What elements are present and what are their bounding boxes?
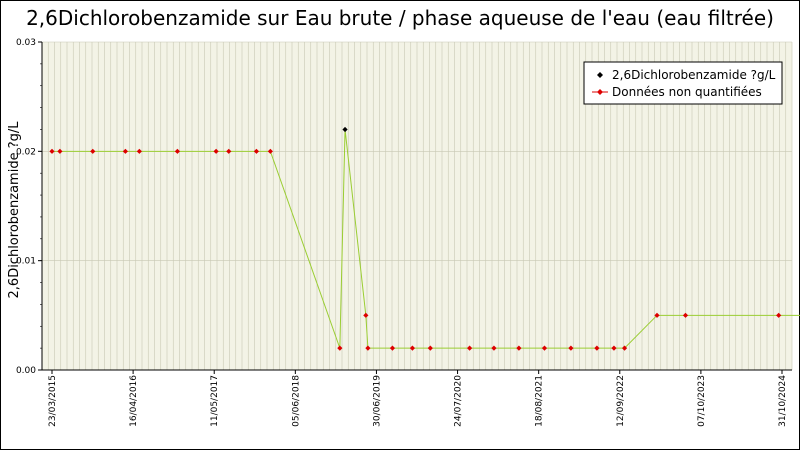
y-tick-label: 0.03 [16,38,36,48]
data-point-non-quantified [467,345,473,351]
data-point-non-quantified [594,345,600,351]
y-tick-label: 0.01 [16,257,36,267]
x-tick-label: 23/03/2015 [48,375,58,427]
data-point-non-quantified [57,148,63,154]
data-point-non-quantified [253,148,260,154]
data-point-non-quantified [611,345,617,351]
legend-label: Données non quantifiées [612,85,762,99]
y-tick-label: 0.02 [16,147,36,157]
axes [41,42,792,371]
legend-box [583,61,783,105]
x-tick-label: 30/06/2019 [372,375,382,427]
legend-items: 2,6Dichlorobenzamide ?g/L Données non qua… [592,68,776,99]
x-tick-label: 16/04/2016 [129,375,139,427]
data-point-non-quantified [122,148,129,154]
data-point-non-quantified [568,345,574,351]
data-point-non-quantified [49,148,55,154]
data-point-non-quantified [136,148,142,154]
data-point-non-quantified [337,345,343,351]
data-point-non-quantified [409,345,416,351]
data-point-non-quantified [621,345,628,351]
x-tick-label: 11/05/2017 [210,375,220,427]
series-line [52,129,800,349]
data-point-non-quantified [267,148,273,154]
y-tick-labels: 0.00 0.01 0.02 0.03 [16,38,42,376]
data-point-non-quantified [541,345,548,351]
legend-label: 2,6Dichlorobenzamide ?g/L [612,68,776,82]
x-tick-labels: 23/03/2015 16/04/2016 11/05/2017 05/06/2018… [48,370,788,427]
legend: 2,6Dichlorobenzamide ?g/L Données non qua… [583,61,783,105]
y-axis-label: 2,6Dichlorobenzamide ?g/L [7,121,22,299]
data-point-non-quantified [365,345,371,351]
series-line-layer [52,129,800,349]
data-point-non-quantified [226,148,232,154]
data-point-quantified [342,126,348,133]
y-tick-label: 0.00 [16,366,36,376]
data-point-non-quantified [654,312,660,318]
data-markers [49,126,782,351]
data-point-non-quantified [682,312,689,318]
data-point-non-quantified [174,148,181,154]
data-point-non-quantified [213,148,219,154]
x-tick-label: 24/07/2020 [454,375,464,427]
data-point-non-quantified [776,312,782,318]
x-tick-label: 05/06/2018 [291,375,301,427]
x-tick-label: 07/10/2023 [697,375,707,427]
data-point-non-quantified [389,345,396,351]
data-point-non-quantified [516,345,522,351]
x-tick-label: 31/10/2024 [778,375,788,427]
x-tick-label: 12/09/2022 [616,375,626,427]
chart-title: 2,6Dichlorobenzamide sur Eau brute / pha… [26,6,774,30]
data-point-non-quantified [491,345,497,351]
data-point-non-quantified [90,148,96,154]
data-point-non-quantified [427,345,433,351]
data-point-non-quantified [363,312,369,318]
x-tick-label: 18/08/2021 [535,375,545,427]
legend-marker [597,72,603,78]
